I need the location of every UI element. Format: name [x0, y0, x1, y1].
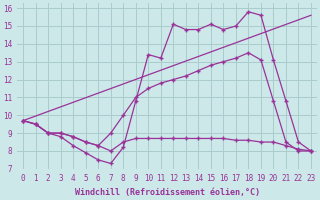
X-axis label: Windchill (Refroidissement éolien,°C): Windchill (Refroidissement éolien,°C) [75, 188, 260, 197]
